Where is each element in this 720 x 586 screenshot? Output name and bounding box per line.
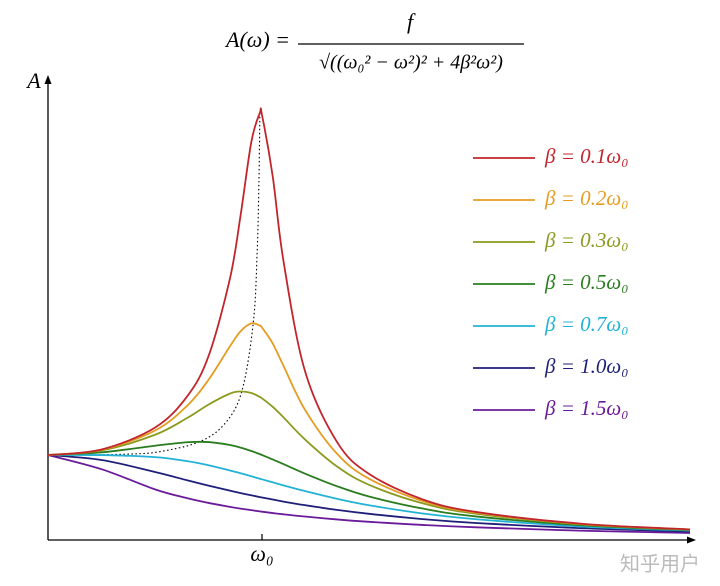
y-axis-label: A (25, 68, 41, 93)
y-axis-arrow (44, 75, 52, 84)
watermark: 知乎用户 (620, 553, 700, 576)
peak-locus (47, 112, 261, 456)
formula-numerator: f (407, 9, 416, 34)
x-axis-arrow (687, 536, 696, 544)
legend-label: β = 0.5ω₀ (544, 270, 629, 294)
legend-label: β = 0.3ω₀ (544, 228, 629, 252)
series-line (47, 322, 691, 531)
legend-label: β = 1.5ω₀ (544, 396, 629, 420)
series-line (47, 454, 691, 533)
series-line (47, 390, 691, 531)
series-line (47, 107, 691, 531)
legend-label: β = 0.7ω₀ (544, 312, 629, 336)
series-line (47, 454, 691, 532)
series-line (47, 454, 691, 534)
x-tick-label: ω₀ (250, 541, 273, 566)
legend-label: β = 0.1ω₀ (544, 144, 629, 168)
legend-label: β = 0.2ω₀ (544, 186, 629, 210)
formula: A(ω) = f √((ω₀² − ω²)² + 4β²ω²) (224, 9, 524, 74)
series-line (47, 440, 691, 531)
formula-denominator: √((ω₀² − ω²)² + 4β²ω²) (319, 52, 503, 74)
legend-label: β = 1.0ω₀ (544, 354, 629, 378)
formula-lhs: A(ω) = (224, 27, 290, 52)
